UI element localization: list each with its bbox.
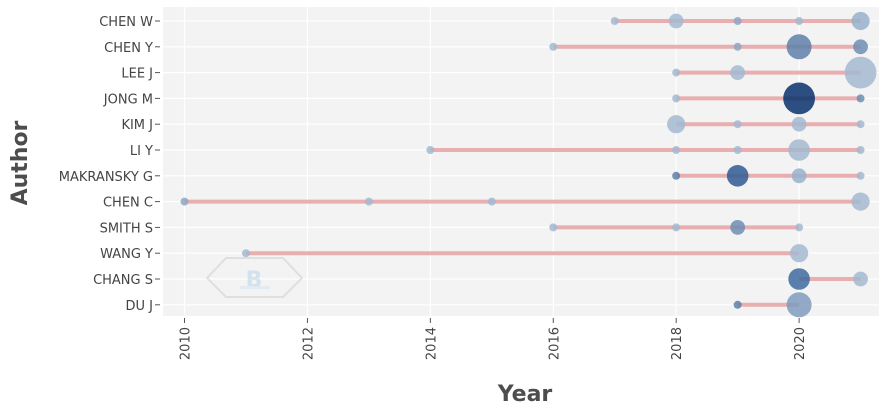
author-tick-label: WANG Y xyxy=(100,247,153,262)
publication-point xyxy=(856,94,865,103)
author-tick-label: KIM J xyxy=(121,118,153,133)
svg-text:B: B xyxy=(246,268,263,293)
publication-point xyxy=(733,42,742,51)
publication-point xyxy=(853,39,868,55)
publication-point xyxy=(844,56,877,89)
publication-point xyxy=(672,171,681,180)
publication-point xyxy=(791,116,807,132)
author-tick-label: JONG M xyxy=(103,92,153,107)
publication-point xyxy=(851,11,870,31)
y-axis-title: Author xyxy=(8,120,33,205)
publication-point xyxy=(733,146,742,154)
author-tick-label: DU J xyxy=(126,299,154,314)
publication-point xyxy=(853,271,868,287)
x-axis-title: Year xyxy=(497,382,553,406)
year-tick-label: 2016 xyxy=(547,327,562,360)
author-axis-labels: CHEN W CHEN Y LEE J JONG M KIM J LI Y MAKRANSK… xyxy=(59,15,160,314)
publication-point xyxy=(733,17,742,25)
year-axis-labels: 2010 2012 2014 2016 2018 2020 xyxy=(179,318,808,360)
publication-point xyxy=(672,94,681,103)
author-tick-label: CHEN W xyxy=(99,15,153,30)
publication-point xyxy=(856,146,865,154)
publication-point xyxy=(786,34,812,60)
year-tick-label: 2018 xyxy=(670,327,685,360)
publication-point xyxy=(667,115,686,134)
publication-point xyxy=(730,220,746,235)
watermark-logo: B xyxy=(205,257,304,298)
publication-point xyxy=(726,165,749,187)
publication-point xyxy=(549,223,558,232)
publication-point xyxy=(733,300,742,309)
plot-panel xyxy=(163,7,879,316)
publication-point xyxy=(180,197,189,206)
publication-point xyxy=(241,249,250,258)
publication-point xyxy=(733,120,742,129)
year-tick-label: 2010 xyxy=(179,327,194,360)
year-tick-label: 2020 xyxy=(793,327,808,360)
publication-point xyxy=(672,223,681,232)
publication-point xyxy=(791,168,807,184)
publication-point xyxy=(730,65,746,80)
publication-point xyxy=(788,139,810,161)
publication-point xyxy=(672,146,681,154)
publication-point xyxy=(672,68,681,77)
author-tick-label: LEE J xyxy=(121,67,153,82)
publication-point xyxy=(856,171,865,180)
year-tick-label: 2014 xyxy=(424,327,439,360)
author-tick-label: SMITH S xyxy=(100,221,153,236)
publication-point xyxy=(549,42,558,51)
year-tick-label: 2012 xyxy=(301,327,316,360)
publication-point xyxy=(364,197,373,206)
author-tick-label: CHANG S xyxy=(93,273,153,288)
publication-point xyxy=(786,292,812,318)
author-tick-label: MAKRANSKY G xyxy=(59,170,153,185)
publication-point xyxy=(795,17,804,25)
publication-point xyxy=(790,244,809,263)
publication-point xyxy=(856,120,865,129)
publication-point xyxy=(668,13,684,29)
publication-point xyxy=(487,197,496,206)
author-tick-label: CHEN Y xyxy=(104,41,153,56)
publication-point xyxy=(783,82,816,115)
publication-point xyxy=(610,17,619,25)
author-tick-label: LI Y xyxy=(130,144,153,159)
author-tick-label: CHEN C xyxy=(103,196,153,211)
publication-point xyxy=(788,268,810,290)
publication-point xyxy=(851,192,870,211)
publication-point xyxy=(426,146,435,154)
publication-points xyxy=(180,11,877,318)
publication-point xyxy=(795,223,804,232)
